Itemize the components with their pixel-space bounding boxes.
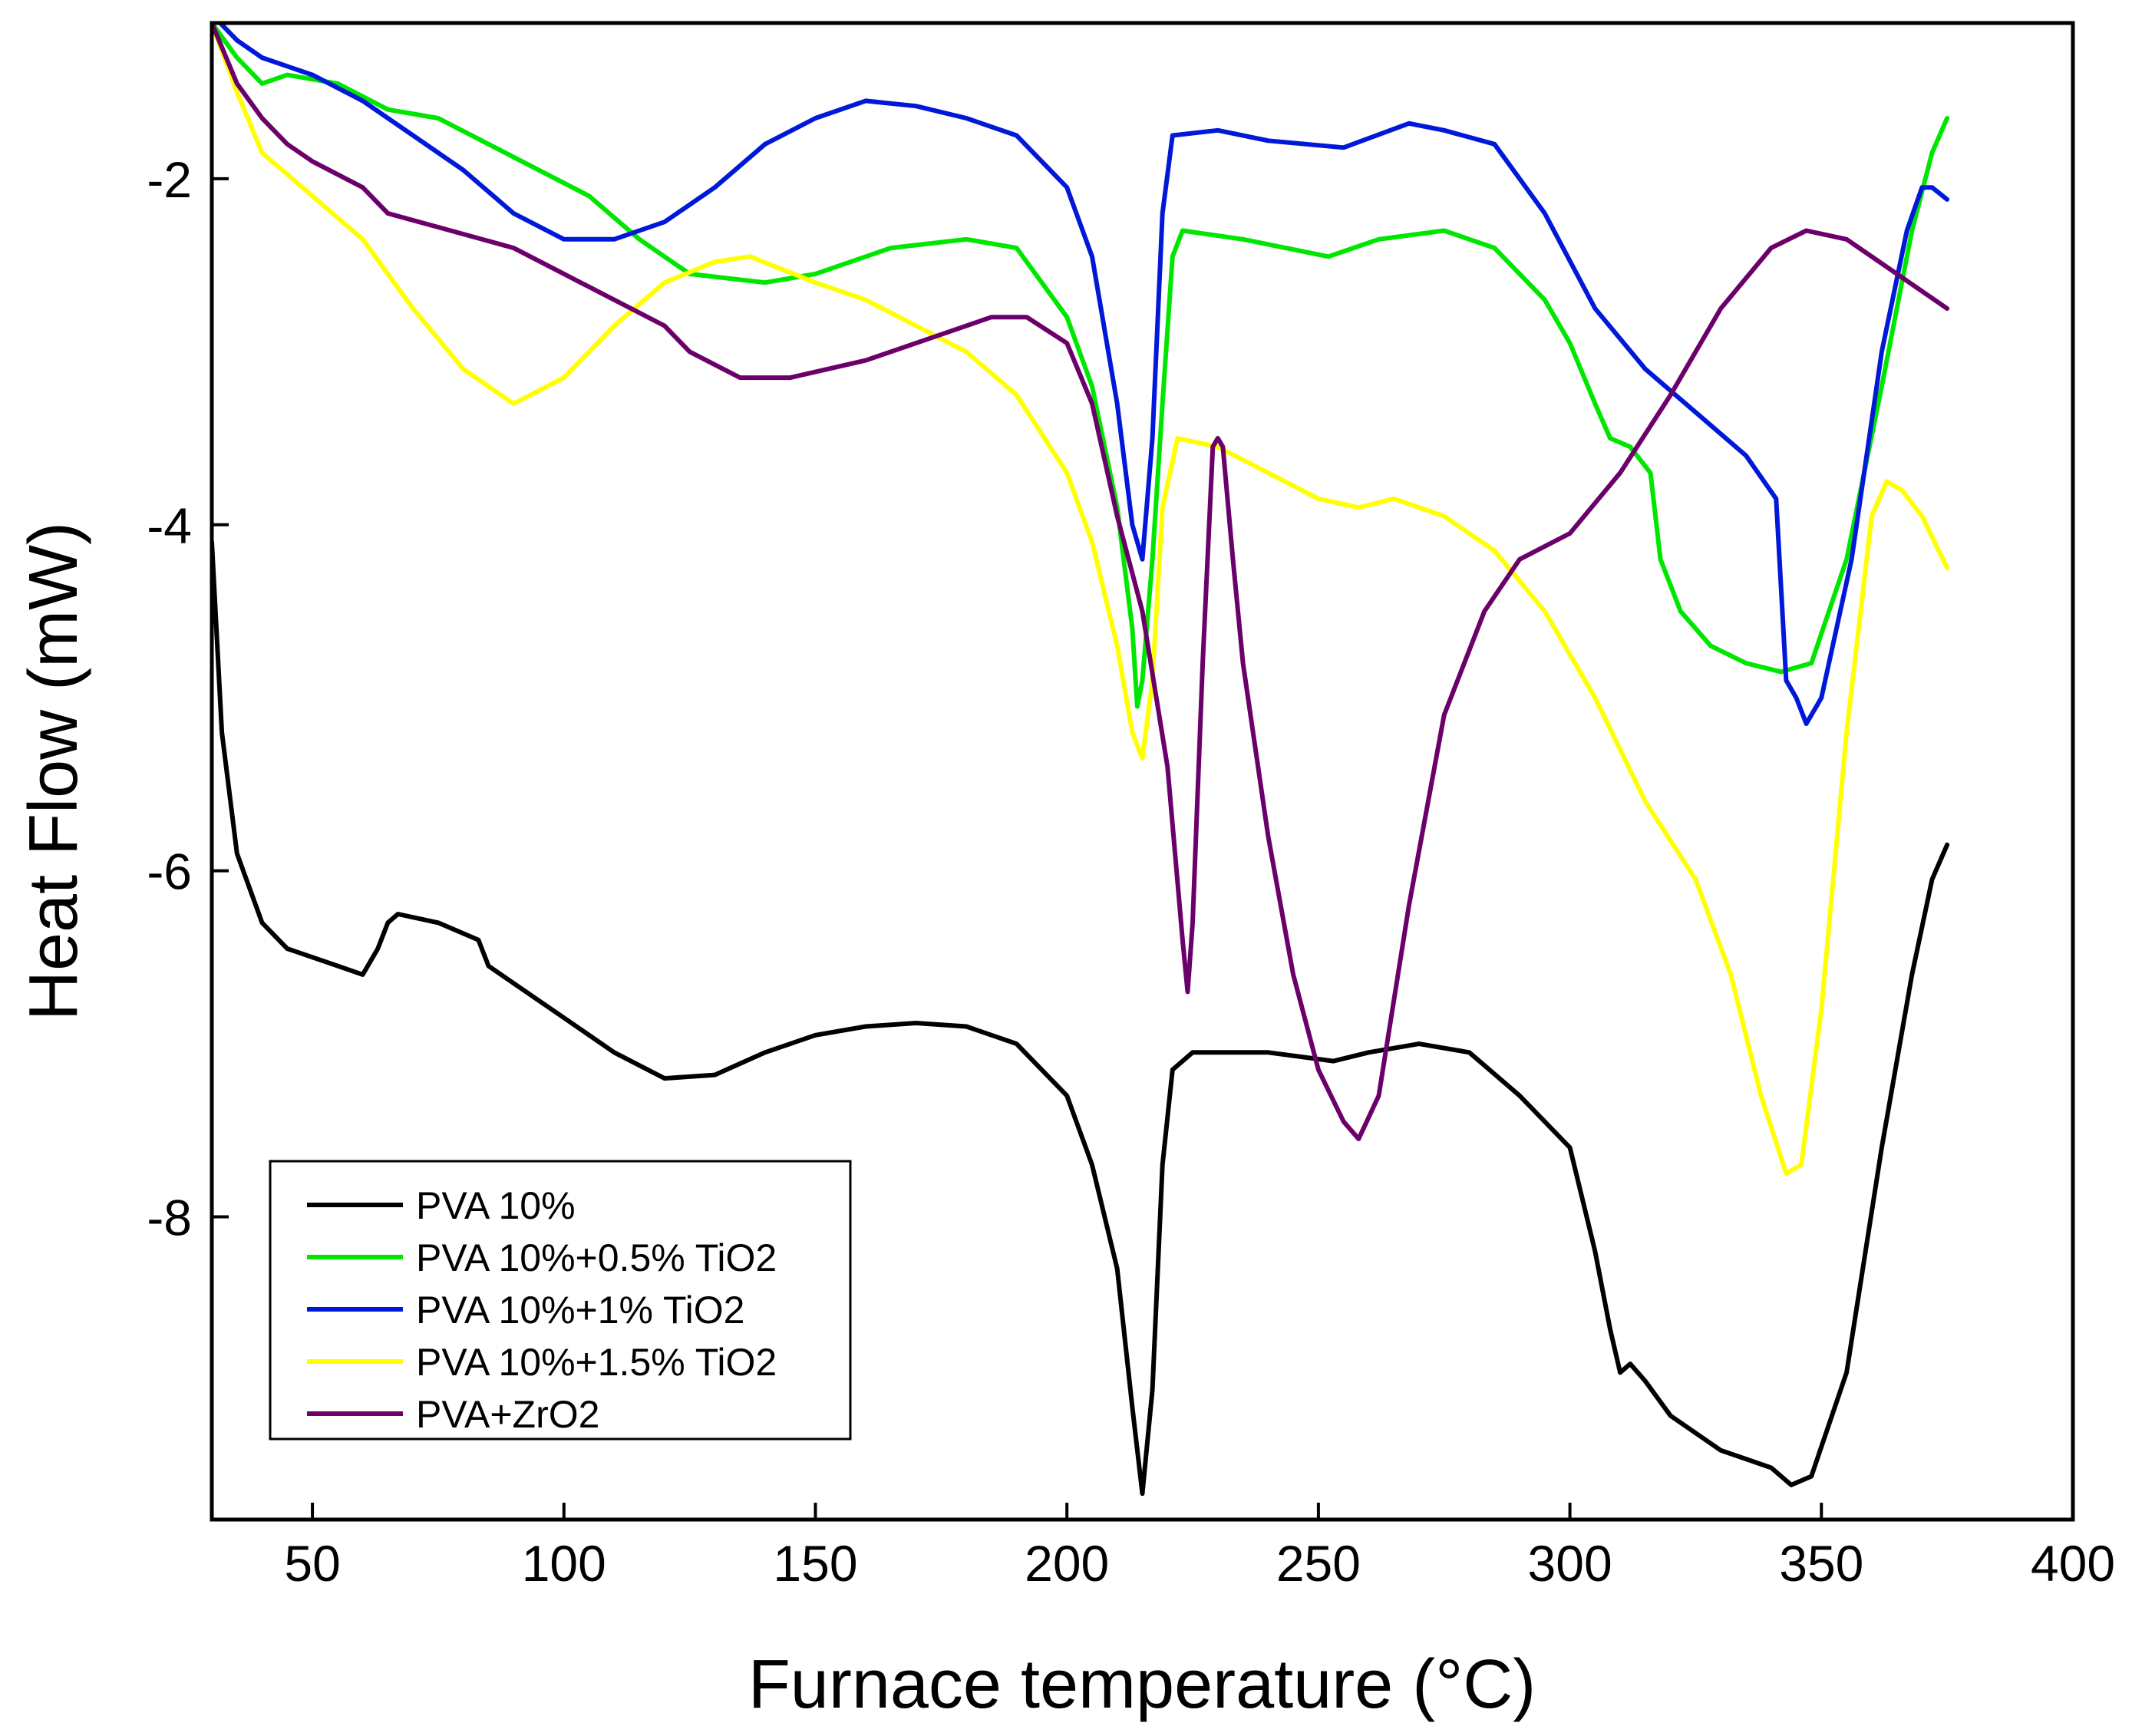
- y-axis-ticks: -2 -4 -6 -8: [147, 151, 229, 1246]
- x-tick-label-300: 300: [1528, 1535, 1612, 1592]
- x-tick-label-250: 250: [1276, 1535, 1361, 1592]
- legend-label-0: PVA 10%: [416, 1184, 576, 1227]
- legend-label-2: PVA 10%+1% TiO2: [416, 1289, 745, 1332]
- legend-box: [269, 1160, 852, 1441]
- series-line-4: [212, 23, 1950, 1141]
- y-axis-title: Heat Flow (mW): [15, 522, 92, 1021]
- x-tick-label-50: 50: [284, 1535, 340, 1592]
- series-line-3: [212, 23, 1950, 1177]
- series-line-2: [216, 23, 1950, 726]
- y-tick-label--8: -8: [147, 1189, 192, 1246]
- x-tick-label-150: 150: [773, 1535, 857, 1592]
- series-line-0: [212, 540, 1950, 1497]
- x-tick-label-400: 400: [2031, 1535, 2115, 1592]
- plot-frame: [210, 21, 2075, 1522]
- x-tick-label-100: 100: [522, 1535, 606, 1592]
- x-tick-label-350: 350: [1779, 1535, 1863, 1592]
- x-axis-ticks: 50 100 150 200 250 300 350 400: [284, 1503, 2115, 1592]
- y-tick-label--2: -2: [147, 151, 192, 208]
- x-axis-title: Furnace temperature (°C): [748, 1646, 1536, 1723]
- y-tick-label--4: -4: [147, 497, 192, 554]
- series-line-1: [212, 23, 1950, 709]
- series-layer: [212, 23, 1950, 1497]
- legend-label-1: PVA 10%+0.5% TiO2: [416, 1236, 777, 1279]
- legend: PVA 10% PVA 10%+0.5% TiO2 PVA 10%+1% TiO2 P…: [269, 1160, 852, 1441]
- y-tick-label--6: -6: [147, 843, 192, 900]
- legend-label-4: PVA+ZrO2: [416, 1393, 599, 1436]
- x-tick-label-200: 200: [1025, 1535, 1109, 1592]
- legend-label-3: PVA 10%+1.5% TiO2: [416, 1341, 777, 1384]
